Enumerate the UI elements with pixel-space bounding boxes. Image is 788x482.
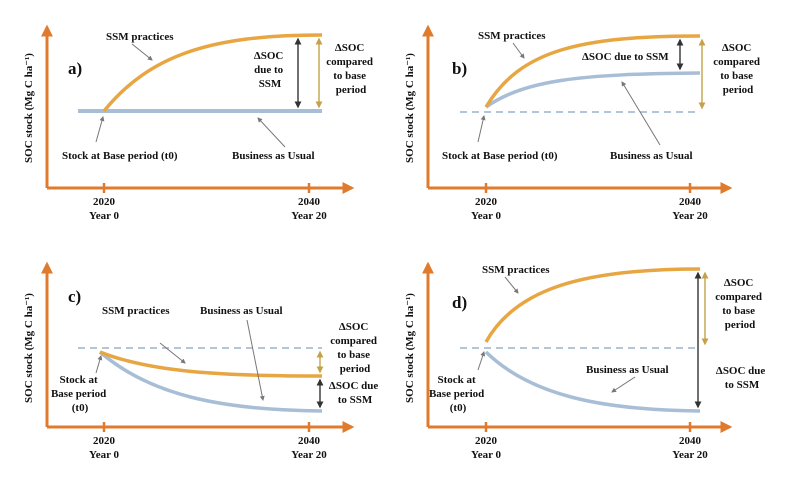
ssm-curve (484, 34, 701, 108)
y-axis-label: SOC stock (Mg C ha⁻¹) (23, 293, 35, 403)
dsoc-ssm-label: ΔSOC due to SSM (329, 380, 381, 406)
panel-a: SOC stock (Mg C ha⁻¹) a) SSM practices S… (23, 24, 376, 222)
ssm-pointer (504, 276, 519, 294)
dsoc-base-label: ΔSOC compared to base period (713, 42, 763, 96)
bau-label: Business as Usual (232, 150, 315, 162)
end-year: 2040 (679, 196, 702, 208)
bau-label: Business as Usual (586, 364, 669, 376)
panel-letter: b) (452, 59, 467, 78)
panel-letter: c) (68, 287, 81, 306)
ssm-label: SSM practices (482, 264, 550, 276)
start-year: 2020 (475, 196, 498, 208)
panel-letter: d) (452, 293, 467, 312)
dsoc-ssm-label: ΔSOC due to SSM (582, 51, 669, 63)
end-year: 2040 (298, 435, 321, 447)
start-label: Year 0 (89, 449, 120, 461)
start-year: 2020 (475, 435, 498, 447)
panel-c: SOC stock (Mg C ha⁻¹) c) SSM practices B… (23, 261, 381, 461)
bau-label: Business as Usual (610, 150, 693, 162)
end-year: 2040 (298, 196, 321, 208)
y-axis-label: SOC stock (Mg C ha⁻¹) (404, 293, 416, 403)
end-year: 2040 (679, 435, 702, 447)
y-axis-label: SOC stock (Mg C ha⁻¹) (23, 53, 35, 163)
ssm-label: SSM practices (478, 30, 546, 42)
panel-b: SOC stock (Mg C ha⁻¹) b) SSM practices S… (404, 24, 763, 222)
end-label: Year 20 (291, 449, 327, 461)
stock-pointer (477, 115, 486, 143)
start-label: Year 0 (471, 210, 502, 222)
end-label: Year 20 (672, 449, 708, 461)
ssm-pointer (131, 43, 153, 61)
stock-pointer (477, 351, 486, 371)
y-axis-label: SOC stock (Mg C ha⁻¹) (404, 53, 416, 163)
dsoc-base-label: ΔSOC compared to base period (715, 277, 765, 331)
ssm-curve (99, 350, 323, 378)
start-label: Year 0 (89, 210, 120, 222)
bau-pointer (257, 117, 286, 148)
bau-pointer (611, 376, 636, 393)
dsoc-base-label: ΔSOC compared to base period (326, 42, 376, 96)
bau-label: Business as Usual (200, 305, 283, 317)
stock-label: Stock at Base period (t0) (62, 150, 178, 162)
start-year: 2020 (93, 435, 116, 447)
dsoc-ssm-label: ΔSOC due to SSM (254, 50, 286, 90)
stock-label: Stock at Base period (t0) (51, 374, 109, 414)
bau-curve (98, 350, 323, 413)
end-label: Year 20 (291, 210, 327, 222)
bau-curve (484, 350, 701, 413)
stock-label: Stock at Base period (t0) (442, 150, 558, 162)
dsoc-ssm-label: ΔSOC due to SSM (716, 365, 768, 391)
stock-label: Stock at Base period (t0) (429, 374, 487, 414)
bau-pointer (621, 81, 661, 146)
ssm-label: SSM practices (106, 31, 174, 43)
bau-curve (485, 71, 701, 109)
ssm-label: SSM practices (102, 305, 170, 317)
start-year: 2020 (93, 196, 116, 208)
panel-letter: a) (68, 59, 82, 78)
bau-pointer (246, 319, 265, 401)
stock-pointer (95, 116, 105, 143)
dsoc-base-label: ΔSOC compared to base period (330, 321, 380, 375)
ssm-pointer (512, 42, 525, 59)
start-label: Year 0 (471, 449, 502, 461)
ssm-pointer (159, 342, 186, 364)
panel-d: SOC stock (Mg C ha⁻¹) d) SSM practices B… (404, 261, 768, 461)
ssm-curve (484, 267, 701, 343)
ssm-curve (102, 33, 323, 113)
end-label: Year 20 (672, 210, 708, 222)
stock-pointer (95, 355, 103, 374)
